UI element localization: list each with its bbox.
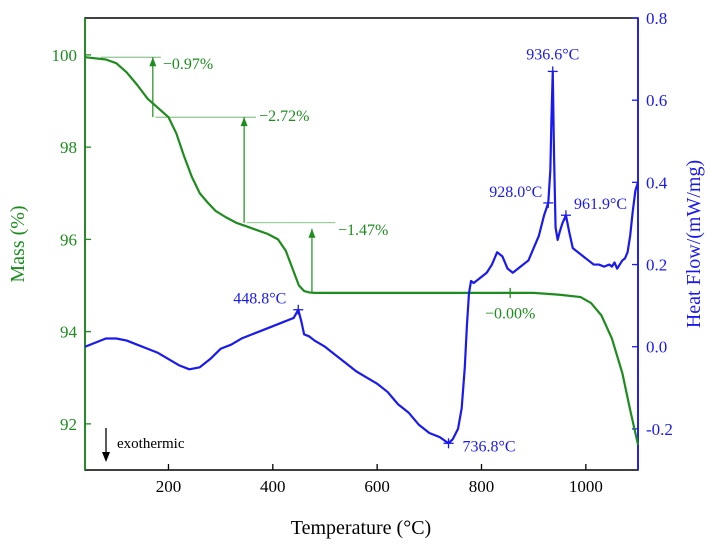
- step4-label: −0.00%: [485, 306, 535, 323]
- peak-label-0: 448.8°C: [233, 291, 286, 308]
- y-right-tick-label-0: -0.2: [646, 420, 673, 439]
- x-tick-label-400: 400: [260, 477, 286, 496]
- y-right-tick-label-4: 0.6: [646, 91, 667, 110]
- ticks-layer: 200 400 600 800 1000 92 94 96 98 100 -0.2 0.0 0.2 0.4…: [52, 9, 673, 496]
- y-left-tick-label-94: 94: [60, 323, 78, 342]
- peak-label-4: 961.9°C: [574, 196, 627, 213]
- y-right-tick-label-2: 0.2: [646, 256, 667, 275]
- step1-arrow: [149, 57, 157, 67]
- y-left-tick-label-92: 92: [60, 415, 77, 434]
- y-left-axis-title: Mass (%): [7, 205, 29, 282]
- step2-label: −2.72%: [259, 108, 309, 125]
- y-right-tick-label-5: 0.8: [646, 9, 667, 28]
- step2-arrow: [240, 117, 248, 127]
- y-left-tick-label-96: 96: [60, 230, 77, 249]
- y-right-tick-label-1: 0.0: [646, 338, 667, 357]
- y-left-tick-label-100: 100: [52, 46, 78, 65]
- step3-arrow: [308, 228, 316, 238]
- y-right-tick-label-3: 0.4: [646, 173, 668, 192]
- x-tick-label-600: 600: [364, 477, 390, 496]
- peak-label-1: 736.8°C: [463, 438, 516, 455]
- step3-label: −1.47%: [338, 222, 388, 239]
- y-left-tick-label-98: 98: [60, 138, 77, 157]
- plot-frame: [84, 17, 639, 471]
- annotation-layer: −0.97% −2.72% −1.47% −0.00% 448.8°C 736.8°C 92…: [100, 46, 627, 455]
- exotherm-arrow-head: [102, 452, 110, 462]
- y-right-axis-title: Heat Flow/(mW/mg): [683, 160, 705, 328]
- x-tick-label-800: 800: [469, 477, 495, 496]
- series-layer: [84, 56, 640, 445]
- x-tick-label-1000: 1000: [569, 477, 603, 496]
- mass-curve: [84, 56, 640, 445]
- step1-label: −0.97%: [163, 56, 213, 73]
- exotherm-label: exothermic: [117, 436, 185, 452]
- x-axis-title: Temperature (°C): [291, 517, 431, 539]
- peak-label-2: 928.0°C: [489, 184, 542, 201]
- x-tick-label-200: 200: [156, 477, 182, 496]
- heat-flow-curve: [84, 70, 640, 445]
- peak-label-3: 936.6°C: [526, 46, 579, 63]
